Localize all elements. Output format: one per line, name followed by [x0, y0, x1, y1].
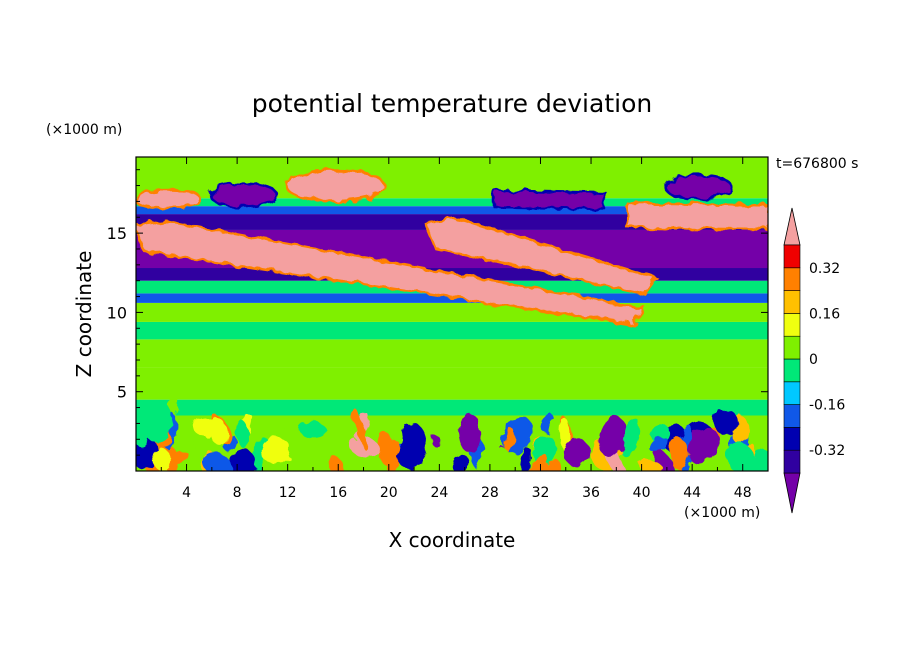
y-tick-label: 5 — [117, 383, 127, 402]
bl-eddy — [261, 437, 291, 465]
bl-eddy — [328, 455, 344, 471]
feature-0 — [136, 222, 642, 323]
colorbar-bin — [783, 427, 801, 451]
bl-eddy — [299, 421, 327, 438]
bl-eddy — [713, 409, 739, 435]
x-axis: 4 8 12 16 20 24 28 32 36 40 44 48 — [160, 157, 752, 501]
colorbar-bin — [783, 404, 801, 428]
colorbar-bin — [783, 381, 801, 405]
colorbar-bin — [783, 290, 801, 314]
y-axis-label: Z coordinate — [72, 251, 96, 378]
bl-eddy — [352, 407, 369, 451]
x-tick-label: 48 — [734, 485, 752, 501]
feature-4 — [628, 204, 768, 229]
colorbar-bin — [783, 358, 801, 383]
y-axis: 5 10 15 — [107, 169, 768, 456]
x-tick-label: 40 — [633, 485, 651, 501]
bl-eddy — [172, 450, 189, 465]
bl-eddy — [397, 440, 424, 469]
bl-eddy — [653, 449, 678, 471]
boundary-layer-turbulence — [136, 398, 768, 471]
colorbar: -0.32 -0.16 0 0.16 0.32 — [783, 207, 845, 514]
bl-eddy — [688, 427, 719, 465]
feature-5 — [211, 184, 276, 206]
layer-3 — [136, 339, 768, 368]
x-tick-label: 16 — [329, 485, 347, 501]
colorbar-arrow-top — [783, 207, 801, 246]
bl-eddy — [540, 412, 553, 433]
x-tick-label: 32 — [532, 485, 550, 501]
bl-eddy — [669, 438, 689, 471]
bl-eddy — [141, 401, 174, 442]
x-axis-label: X coordinate — [389, 528, 516, 552]
colorbar-tick-label: -0.16 — [809, 398, 845, 414]
bl-eddy — [235, 419, 250, 449]
anomaly-features — [136, 168, 768, 326]
y-tick-label: 10 — [107, 303, 127, 322]
bl-eddy — [153, 448, 171, 471]
bl-eddy — [726, 442, 756, 471]
colorbar-bin — [783, 267, 801, 291]
x-tick-label: 24 — [430, 485, 448, 501]
x-tick-label: 28 — [481, 485, 499, 501]
feature-3 — [136, 191, 200, 207]
bl-eddy — [458, 412, 481, 454]
layer-12 — [136, 198, 768, 207]
colorbar-tick-label: 0.16 — [809, 306, 840, 322]
plot-area — [136, 157, 768, 471]
bl-eddy — [226, 449, 256, 471]
bl-eddy — [504, 428, 515, 454]
layer-4 — [136, 321, 768, 340]
x-unit-label: (×1000 m) — [684, 505, 760, 521]
y-tick-label: 15 — [107, 224, 127, 243]
bl-eddy — [136, 431, 159, 470]
layer-11 — [136, 206, 768, 215]
x-tick-label: 44 — [683, 485, 701, 501]
bl-eddy — [387, 439, 401, 471]
colorbar-bin — [783, 244, 801, 269]
feature-6 — [666, 176, 731, 198]
colorbar-tick-label: 0 — [809, 352, 818, 368]
colorbar-arrow-bottom — [783, 472, 801, 514]
bl-eddy — [563, 438, 591, 468]
colorbar-bin — [783, 313, 801, 337]
x-tick-label: 20 — [380, 485, 398, 501]
layer-5 — [136, 302, 768, 322]
x-tick-label: 36 — [582, 485, 600, 501]
bl-eddy — [599, 416, 627, 458]
y-unit-label: (×1000 m) — [46, 122, 122, 138]
time-label: t=676800 s — [776, 156, 858, 172]
bl-eddy — [648, 436, 668, 453]
layer-2 — [136, 367, 768, 400]
bl-eddy — [475, 446, 511, 471]
layer-1 — [136, 399, 768, 416]
x-tick-label: 8 — [233, 485, 242, 501]
bl-eddy — [192, 417, 218, 437]
colorbar-bin — [783, 335, 801, 360]
x-tick-label: 12 — [279, 485, 297, 501]
plot-frame — [135, 156, 769, 472]
feature-2 — [287, 171, 383, 200]
chart-title: potential temperature deviation — [252, 89, 652, 118]
bl-eddy — [431, 434, 441, 448]
bl-eddy — [520, 447, 532, 471]
bl-eddy — [748, 449, 768, 471]
bl-eddy — [639, 459, 664, 471]
feature-1 — [426, 219, 655, 293]
colorbar-tick-label: -0.32 — [809, 443, 845, 459]
x-tick-label: 4 — [182, 485, 191, 501]
colorbar-tick-label: 0.32 — [809, 261, 840, 277]
feature-7 — [496, 191, 604, 208]
colorbar-bin — [783, 449, 801, 474]
